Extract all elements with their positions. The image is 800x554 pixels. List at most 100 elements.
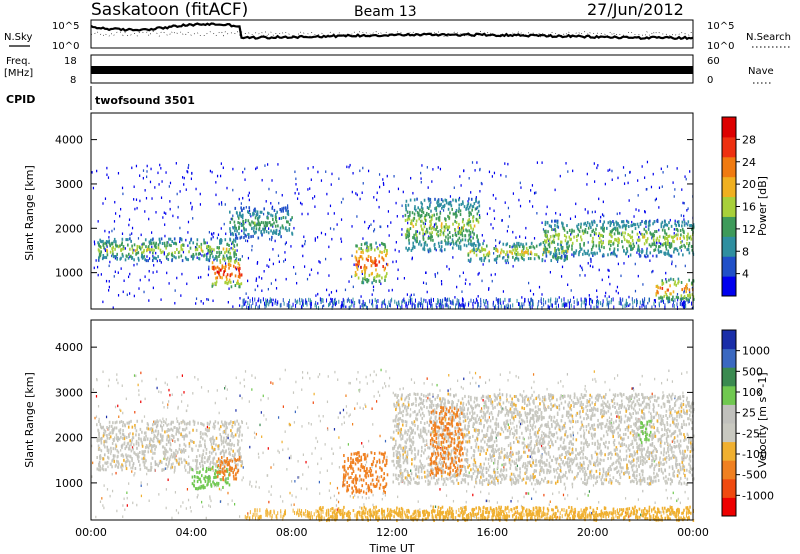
scatter-cell <box>239 394 241 398</box>
scatter-cell <box>320 297 322 302</box>
range-time-cell <box>686 287 688 291</box>
range-time-cell <box>178 447 181 451</box>
scatter-cell <box>564 486 567 489</box>
scatter-cell <box>129 432 131 435</box>
range-time-cell <box>205 432 207 436</box>
range-time-cell <box>152 237 154 241</box>
range-time-cell <box>440 202 442 206</box>
scatter-cell <box>504 508 506 513</box>
scatter-cell <box>423 382 425 385</box>
range-time-cell <box>676 248 679 252</box>
scatter-cell <box>369 516 371 521</box>
scatter-cell <box>654 299 656 304</box>
scatter-cell <box>482 399 484 402</box>
scatter-cell <box>500 517 502 520</box>
range-time-cell <box>111 459 113 463</box>
range-time-cell <box>112 421 114 425</box>
range-time-cell <box>567 240 569 244</box>
scatter-cell <box>371 302 373 306</box>
scatter-cell <box>206 298 208 301</box>
scatter-cell <box>390 299 392 304</box>
scatter-cell <box>156 270 158 273</box>
range-time-cell <box>632 246 634 250</box>
range-time-cell <box>628 244 631 248</box>
range-time-cell <box>97 241 99 245</box>
range-time-cell <box>138 455 140 459</box>
scatter-cell <box>656 241 658 245</box>
range-time-cell <box>429 203 431 207</box>
scatter-cell <box>595 515 597 520</box>
range-time-cell <box>210 451 213 455</box>
range-time-cell <box>515 252 518 256</box>
range-time-cell <box>422 237 425 241</box>
range-time-cell <box>207 248 210 252</box>
scatter-cell <box>544 464 546 467</box>
scatter-cell <box>432 168 434 171</box>
range-time-cell <box>209 249 212 253</box>
range-time-cell <box>458 207 460 211</box>
scatter-cell <box>364 302 366 307</box>
range-time-cell <box>561 250 563 254</box>
scatter-cell <box>592 299 594 304</box>
range-time-cell <box>203 423 205 427</box>
scatter-cell <box>394 248 396 252</box>
range-time-cell <box>418 217 421 221</box>
range-time-cell <box>364 272 366 276</box>
scatter-cell <box>269 237 271 241</box>
scatter-cell <box>593 370 595 373</box>
range-time-cell <box>184 256 187 260</box>
scatter-cell <box>477 304 479 309</box>
range-time-cell <box>563 234 566 238</box>
scatter-cell <box>437 299 439 304</box>
scatter-cell <box>162 424 165 427</box>
scatter-cell <box>291 480 293 483</box>
scatter-cell <box>636 299 638 304</box>
scatter-cell <box>340 257 342 261</box>
scatter-cell <box>607 305 609 310</box>
scatter-cell <box>680 214 682 217</box>
scatter-cell <box>276 516 278 521</box>
scatter-cell <box>471 515 473 520</box>
scatter-cell <box>462 303 464 308</box>
range-time-cell <box>689 235 692 239</box>
scatter-cell <box>376 304 378 309</box>
scatter-cell <box>439 516 441 521</box>
scatter-cell <box>566 302 568 307</box>
scatter-cell <box>310 268 313 271</box>
range-time-cell <box>548 250 551 254</box>
scatter-cell <box>490 273 492 277</box>
range-time-cell <box>271 206 274 210</box>
scatter-cell <box>166 406 169 409</box>
scatter-cell <box>279 303 281 308</box>
scatter-cell <box>521 513 523 518</box>
scatter-cell <box>649 512 651 517</box>
scatter-cell <box>593 233 596 236</box>
range-time-cell <box>556 254 558 258</box>
scatter-cell <box>441 282 443 286</box>
scatter-cell <box>674 188 676 191</box>
scatter-cell <box>597 299 599 304</box>
range-time-cell <box>103 453 106 457</box>
range-time-cell <box>546 221 549 225</box>
range-time-cell <box>131 251 134 255</box>
range-time-cell <box>458 198 460 202</box>
scatter-cell <box>660 300 662 303</box>
scatter-cell <box>480 407 483 410</box>
scatter-cell <box>163 252 165 256</box>
range-time-cell <box>273 229 275 233</box>
scatter-cell <box>162 401 164 404</box>
scatter-cell <box>140 481 142 484</box>
scatter-cell <box>493 209 495 213</box>
scatter-cell <box>664 428 666 432</box>
scatter-cell <box>395 450 397 453</box>
scatter-cell <box>519 305 521 310</box>
scatter-cell <box>495 304 497 309</box>
scatter-cell <box>282 516 284 521</box>
scatter-cell <box>208 423 211 426</box>
scatter-cell <box>508 215 511 218</box>
scatter-cell <box>279 377 281 381</box>
scatter-cell <box>329 516 331 521</box>
scatter-cell <box>242 302 244 307</box>
scatter-cell <box>620 301 622 306</box>
scatter-cell <box>434 273 436 276</box>
